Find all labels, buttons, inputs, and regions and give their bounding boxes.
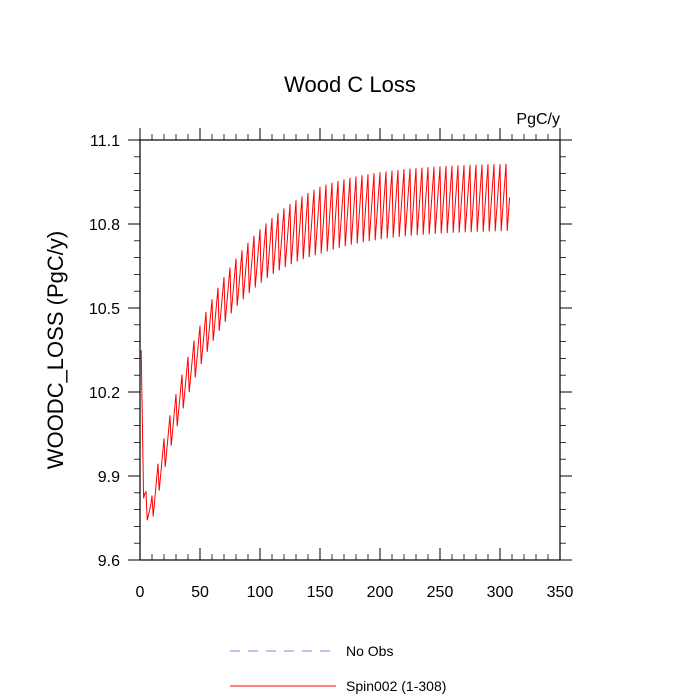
series-line-spin002 [140, 163, 511, 521]
x-tick-label: 100 [247, 584, 274, 601]
x-tick-label: 350 [547, 584, 574, 601]
units-label: PgC/y [516, 111, 560, 128]
chart-title: Wood C Loss [284, 72, 416, 97]
legend: No Obs Spin002 (1-308) [230, 643, 446, 694]
axis-ticks [128, 128, 572, 561]
y-tick-label: 10.8 [89, 217, 120, 234]
y-tick-label: 11.1 [90, 133, 120, 150]
legend-label-spin002: Spin002 (1-308) [346, 678, 446, 694]
x-tick-label: 150 [307, 584, 334, 601]
x-tick-label: 50 [191, 584, 209, 601]
y-tick-label: 9.6 [98, 553, 120, 570]
x-tick-label: 200 [367, 584, 394, 601]
x-tick-label: 0 [136, 584, 145, 601]
plot-frame [139, 139, 561, 561]
y-tick-label: 10.2 [89, 385, 120, 402]
y-axis-label: WOODC_LOSS (PgC/y) [43, 231, 68, 469]
y-tick-label: 10.5 [89, 301, 120, 318]
plot-area [140, 163, 511, 521]
legend-label-no-obs: No Obs [346, 643, 393, 659]
y-tick-label: 9.9 [98, 469, 120, 486]
x-tick-label: 250 [427, 584, 454, 601]
tick-labels: 0 50 100 150 200 250 300 350 9.6 9.9 10.2 10.5 10.8 1… [89, 133, 574, 601]
x-tick-label: 300 [487, 584, 514, 601]
